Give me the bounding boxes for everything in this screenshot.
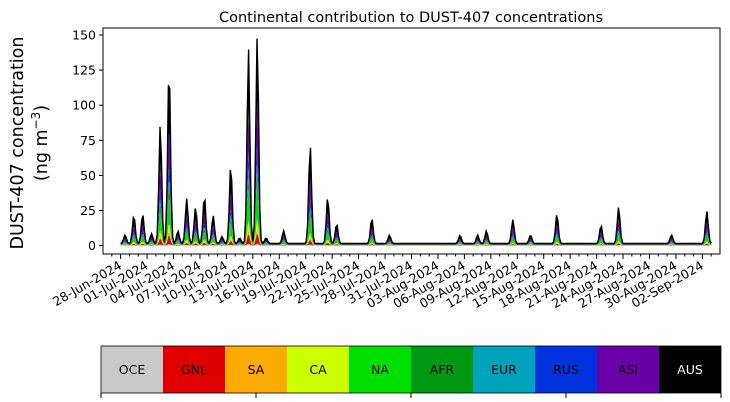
legend-swatch-oce [101,346,163,393]
legend-label-asi: ASI [618,362,638,377]
area-afr [120,173,712,245]
area-aus [120,38,712,245]
y-axis-label-line2: (ng m−3) [29,105,52,181]
area-rus [120,146,712,245]
legend-label-eur: EUR [491,362,517,377]
legend-label-gnl: GNL [181,362,207,377]
legend-swatch-gnl [163,346,225,393]
total-line [120,38,712,245]
legend-label-sa: SA [248,362,265,377]
legend-label-rus: RUS [553,362,579,377]
legend: OCE GNL SA CA NA AFR EUR RUS ASI AUS [100,345,722,398]
area-asi [120,100,712,245]
y-tick-label: 0 [88,238,96,253]
y-tick-label: 125 [72,63,96,78]
area-na [120,185,712,246]
chart-title: Continental contribution to DUST-407 con… [219,10,603,26]
y-tick-label: 50 [80,168,96,183]
stacked-areas [120,38,712,246]
y-axis-label-line1: DUST-407 concentration [8,37,28,250]
legend-label-na: NA [371,362,389,377]
y-ticks: 0 25 50 75 100 125 150 [72,28,103,253]
legend-swatch-asi [597,346,659,393]
y-tick-label: 150 [72,28,96,43]
legend-swatch-na [349,346,411,393]
legend-swatch-ca [287,346,349,393]
legend-swatch-rus [535,346,597,393]
legend-label-oce: OCE [119,362,146,377]
legend-swatch-aus [659,346,721,393]
y-axis-label: DUST-407 concentration (ng m−3) [8,37,52,250]
legend-label-afr: AFR [430,362,455,377]
legend-label-ca: CA [309,362,327,377]
legend-swatch-afr [411,346,473,393]
y-tick-label: 25 [80,203,96,218]
legend-swatch-sa [225,346,287,393]
legend-label-aus: AUS [677,362,703,377]
area-eur [120,162,712,245]
y-tick-label: 75 [80,133,96,148]
legend-swatch-eur [473,346,535,393]
y-tick-label: 100 [72,98,96,113]
x-ticks: 28-Jun-202401-Jul-202404-Jul-202407-Jul-… [50,254,712,311]
